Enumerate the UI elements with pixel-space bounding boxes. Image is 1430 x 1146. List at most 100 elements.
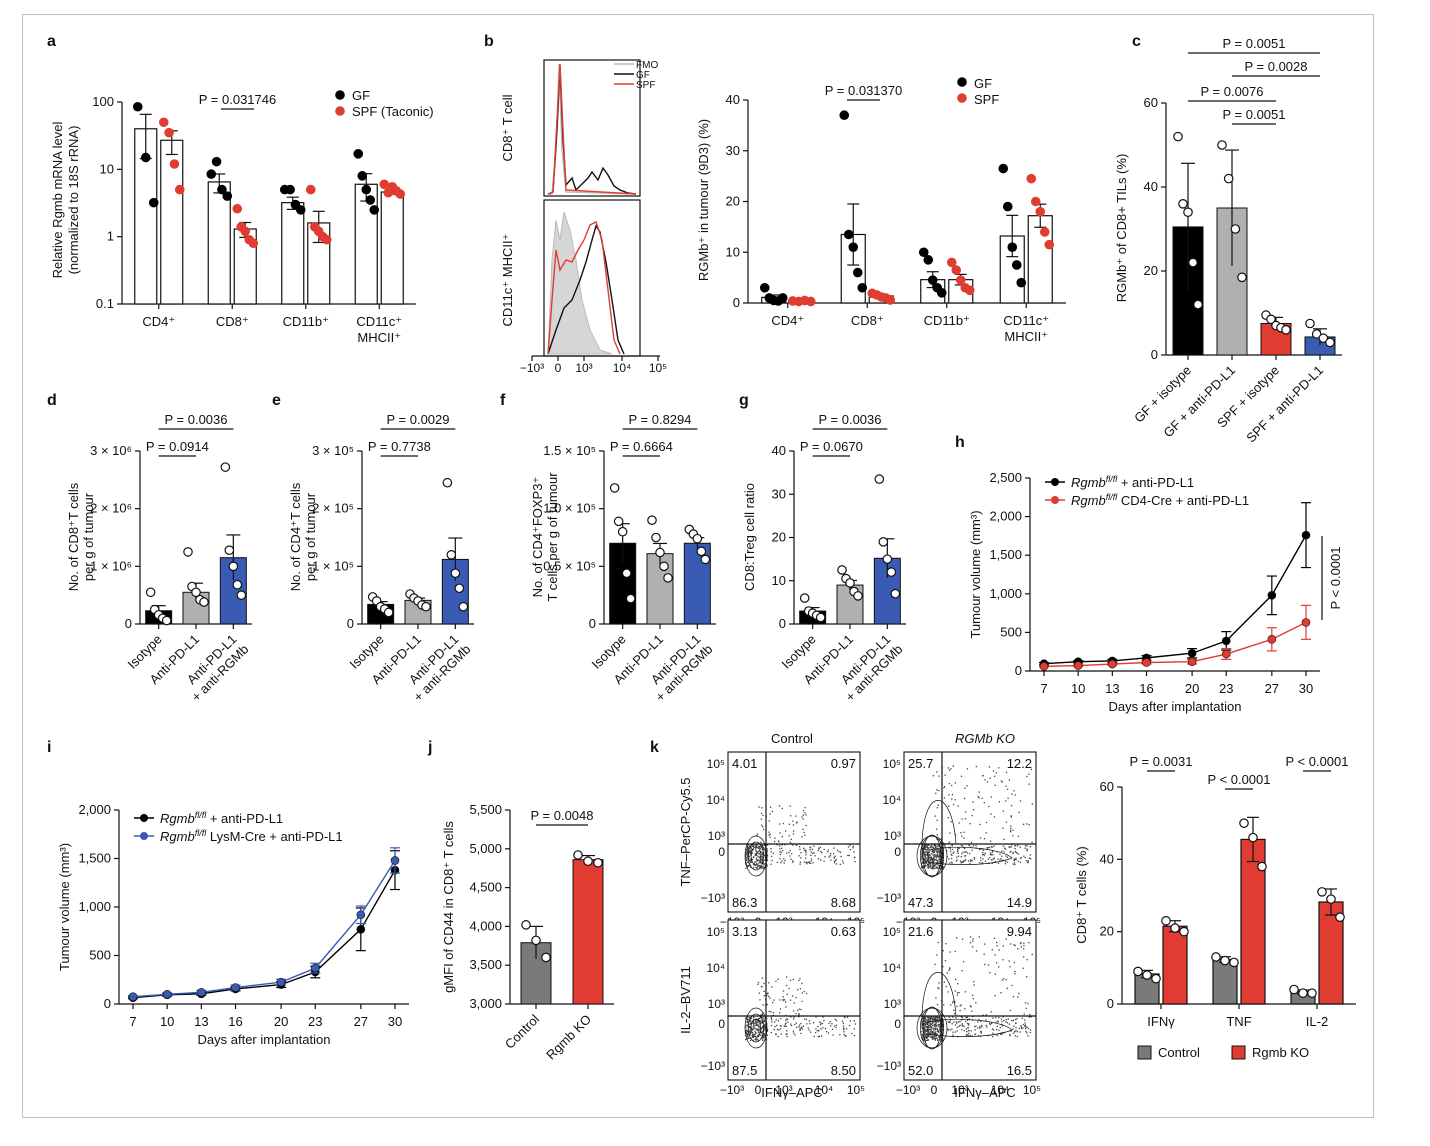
panel-h-xlabel: Days after implantation <box>1109 699 1242 714</box>
flow-event <box>947 1029 949 1031</box>
flow-event <box>795 997 797 999</box>
flow-event <box>948 782 951 785</box>
panel-a-ytick-label: 1 <box>107 229 114 244</box>
flow-event <box>787 1021 789 1023</box>
flow-event <box>750 860 752 862</box>
flow-event <box>1012 995 1015 998</box>
flow-event <box>935 851 938 853</box>
flow-event <box>956 1026 958 1028</box>
flow-event <box>1001 850 1003 852</box>
flow-event <box>969 936 972 938</box>
flow-event <box>754 1024 756 1027</box>
flow-event <box>921 1031 923 1033</box>
flow-event <box>962 861 964 863</box>
flow-xtick-label: 10³ <box>951 1083 968 1097</box>
flow-event <box>936 1027 938 1030</box>
flow-event <box>927 1020 929 1023</box>
flow-event <box>989 840 992 842</box>
flow-event <box>999 1026 1001 1029</box>
flow-event <box>752 1020 755 1022</box>
flow-event <box>948 858 950 860</box>
flow-event <box>781 849 784 852</box>
flow-event <box>809 862 811 864</box>
flow-event <box>983 853 985 856</box>
flow-event <box>1007 797 1009 799</box>
panel-d-ylabel: No. of CD8⁺T cells <box>66 482 81 591</box>
flow-event <box>958 847 960 849</box>
flow-event <box>936 1003 939 1006</box>
flow-xtick-label: 10⁵ <box>847 1083 865 1097</box>
flow-event <box>792 1030 795 1032</box>
flow-event <box>1013 1031 1016 1033</box>
flow-event <box>761 861 763 864</box>
flow-event <box>843 1028 845 1031</box>
flow-event <box>779 853 782 856</box>
flow-event <box>966 852 969 854</box>
flow-event <box>980 1020 982 1023</box>
flow-event <box>921 1033 923 1035</box>
flow-event <box>763 1017 765 1019</box>
panel-g-ylabel: CD8:Treg cell ratio <box>742 483 757 591</box>
flow-event <box>755 854 757 856</box>
flow-event <box>761 1013 763 1016</box>
flow-event <box>759 866 761 868</box>
flow-event <box>747 1037 750 1039</box>
flow-event <box>933 1018 935 1020</box>
flow-event <box>747 1025 749 1027</box>
flow-event <box>933 846 935 849</box>
flow-ytick-label: 0 <box>894 845 901 859</box>
flow-event <box>802 1025 805 1027</box>
flow-event <box>790 1023 792 1025</box>
flow-event <box>1028 857 1031 859</box>
flow-event <box>1030 858 1032 860</box>
flow-event <box>990 813 992 815</box>
flow-event <box>954 1001 956 1003</box>
flow-event <box>939 846 942 848</box>
flow-event <box>756 851 758 853</box>
flow-event <box>764 849 766 851</box>
flow-event <box>928 1017 931 1019</box>
panel-h-legend-label: Rgmbfl/fl CD4-Cre + anti-PD-L1 <box>1071 492 1249 508</box>
flow-event <box>1024 1027 1027 1030</box>
flow-ytick-label: 10⁴ <box>706 961 725 975</box>
flow-event <box>969 852 971 855</box>
panel-k-p2-label: P < 0.0001 <box>1207 772 1270 787</box>
flow-event <box>927 1017 929 1019</box>
flow-event <box>776 1024 778 1027</box>
panel-i-legend-label: Rgmbfl/fl + anti-PD-L1 <box>160 810 283 826</box>
flow-event <box>762 1012 764 1015</box>
flow-event <box>749 859 751 861</box>
flow-event <box>1024 1025 1026 1028</box>
flow-event <box>779 1008 782 1010</box>
flow-event <box>759 1026 761 1028</box>
flow-event <box>986 1026 988 1028</box>
panel-h-xtick-label: 16 <box>1139 681 1153 696</box>
flow-event <box>753 1018 755 1021</box>
panel-c-point <box>1318 333 1329 343</box>
flow-event <box>971 1035 974 1037</box>
flow-event <box>968 1018 970 1020</box>
flow-event <box>924 1017 927 1020</box>
flow-event <box>807 861 810 863</box>
flow-event <box>991 1028 994 1030</box>
panel-a-point <box>353 149 364 159</box>
flow-event <box>770 1018 773 1021</box>
flow-event <box>792 844 794 846</box>
flow-event <box>934 855 937 857</box>
flow-contour <box>747 841 765 871</box>
panel-i-ylabel: Tumour volume (mm³) <box>57 843 72 971</box>
flow-event <box>795 844 798 846</box>
flow-event <box>819 1023 822 1026</box>
flow-event <box>961 853 963 855</box>
flow-event <box>839 851 842 853</box>
panel-a-bar <box>281 202 305 305</box>
flow-event <box>928 1019 930 1021</box>
flow-event <box>761 1031 763 1034</box>
flow-event <box>924 1025 926 1028</box>
flow-event <box>815 1028 817 1030</box>
flow-event <box>934 864 937 866</box>
flow-event <box>1025 1030 1027 1033</box>
flow-event <box>942 867 944 869</box>
flow-event <box>928 856 930 859</box>
flow-event <box>770 863 772 865</box>
